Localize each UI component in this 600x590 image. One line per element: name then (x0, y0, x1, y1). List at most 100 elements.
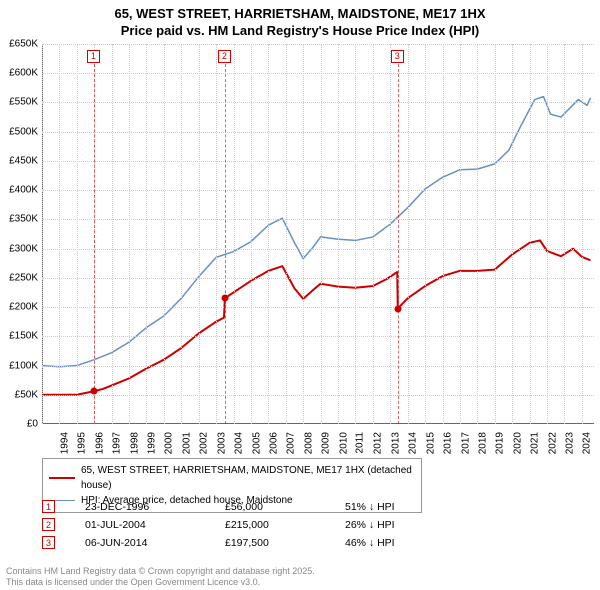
gridline-v (495, 44, 496, 424)
x-tick-label: 2014 (408, 432, 419, 454)
marker-line (398, 64, 399, 424)
title-block: 65, WEST STREET, HARRIETSHAM, MAIDSTONE,… (0, 0, 600, 40)
y-tick-label: £250K (9, 272, 38, 283)
y-tick-label: £50K (15, 389, 38, 400)
gridline-v (338, 44, 339, 424)
sale-point-dot (90, 388, 97, 395)
footer: Contains HM Land Registry data © Crown c… (6, 566, 315, 589)
gridline-v (59, 44, 60, 424)
x-tick-label: 1995 (77, 432, 88, 454)
x-tick-label: 2002 (199, 432, 210, 454)
gridline-v (146, 44, 147, 424)
legend-swatch (49, 477, 75, 479)
x-tick-label: 1994 (59, 432, 70, 454)
x-tick-label: 2005 (251, 432, 262, 454)
event-date: 23-DEC-1996 (85, 501, 225, 513)
gridline-v (321, 44, 322, 424)
chart-container: 65, WEST STREET, HARRIETSHAM, MAIDSTONE,… (0, 0, 600, 590)
events-table: 123-DEC-1996£56,00051% ↓ HPI201-JUL-2004… (42, 500, 594, 554)
x-tick-label: 2015 (425, 432, 436, 454)
gridline-v (582, 44, 583, 424)
gridline-v (390, 44, 391, 424)
chart-area: £0£50K£100K£150K£200K£250K£300K£350K£400… (42, 44, 594, 424)
sale-point-dot (221, 295, 228, 302)
gridline-v (234, 44, 235, 424)
x-tick-label: 2007 (286, 432, 297, 454)
gridline-v (129, 44, 130, 424)
gridline-v (425, 44, 426, 424)
gridline-v (512, 44, 513, 424)
event-marker-box: 3 (42, 536, 55, 549)
x-tick-label: 2019 (495, 432, 506, 454)
event-price: £215,000 (225, 519, 345, 531)
x-tick-label: 2000 (164, 432, 175, 454)
title-line-1: 65, WEST STREET, HARRIETSHAM, MAIDSTONE,… (0, 6, 600, 23)
x-tick-label: 1997 (111, 432, 122, 454)
gridline-v (268, 44, 269, 424)
gridline-v (77, 44, 78, 424)
gridline-v (164, 44, 165, 424)
x-tick-label: 2009 (320, 432, 331, 454)
y-tick-label: £350K (9, 214, 38, 225)
x-tick-label: 1999 (146, 432, 157, 454)
y-tick-label: £100K (9, 360, 38, 371)
event-row: 306-JUN-2014£197,50046% ↓ HPI (42, 536, 594, 549)
x-tick-label: 2006 (268, 432, 279, 454)
x-tick-label: 2018 (477, 432, 488, 454)
event-marker-box: 2 (42, 518, 55, 531)
gridline-v (477, 44, 478, 424)
x-tick-label: 2016 (442, 432, 453, 454)
marker-line (225, 64, 226, 424)
event-pct: 46% ↓ HPI (345, 537, 395, 549)
gridline-v (547, 44, 548, 424)
legend-row: 65, WEST STREET, HARRIETSHAM, MAIDSTONE,… (49, 463, 415, 493)
y-tick-label: £0 (27, 419, 38, 430)
y-tick-label: £150K (9, 331, 38, 342)
x-tick-label: 2022 (547, 432, 558, 454)
gridline-v (460, 44, 461, 424)
x-tick-label: 2023 (564, 432, 575, 454)
x-tick-label: 2008 (303, 432, 314, 454)
x-tick-label: 2012 (373, 432, 384, 454)
y-tick-label: £300K (9, 243, 38, 254)
event-marker-box: 1 (42, 500, 55, 513)
x-tick-label: 2003 (216, 432, 227, 454)
marker-box: 2 (218, 50, 231, 63)
x-tick-label: 1998 (129, 432, 140, 454)
marker-line (94, 64, 95, 424)
event-date: 06-JUN-2014 (85, 537, 225, 549)
gridline-v (42, 44, 43, 424)
x-tick-label: 2024 (582, 432, 593, 454)
gridline-v (564, 44, 565, 424)
marker-box: 1 (87, 50, 100, 63)
y-tick-label: £600K (9, 68, 38, 79)
y-tick-label: £400K (9, 185, 38, 196)
y-tick-label: £550K (9, 97, 38, 108)
gridline-v (112, 44, 113, 424)
event-price: £56,000 (225, 501, 345, 513)
gridline-v (355, 44, 356, 424)
event-pct: 26% ↓ HPI (345, 519, 395, 531)
y-tick-label: £200K (9, 302, 38, 313)
y-tick-label: £500K (9, 126, 38, 137)
x-tick-label: 2017 (460, 432, 471, 454)
title-line-2: Price paid vs. HM Land Registry's House … (0, 23, 600, 40)
x-tick-label: 2020 (512, 432, 523, 454)
x-tick-label: 2013 (390, 432, 401, 454)
y-tick-label: £650K (9, 39, 38, 50)
event-row: 123-DEC-1996£56,00051% ↓ HPI (42, 500, 594, 513)
event-row: 2 01-JUL-2004£215,00026% ↓ HPI (42, 518, 594, 531)
x-tick-label: 2021 (529, 432, 540, 454)
series-line-property (42, 240, 591, 394)
gridline-v (286, 44, 287, 424)
footer-line-2: This data is licensed under the Open Gov… (6, 577, 315, 588)
footer-line-1: Contains HM Land Registry data © Crown c… (6, 566, 315, 577)
x-tick-label: 2010 (338, 432, 349, 454)
x-tick-label: 1996 (94, 432, 105, 454)
x-tick-label: 2001 (181, 432, 192, 454)
gridline-v (216, 44, 217, 424)
series-line-hpi (42, 97, 591, 367)
gridline-v (408, 44, 409, 424)
event-date: 01-JUL-2004 (85, 519, 225, 531)
marker-box: 3 (391, 50, 404, 63)
